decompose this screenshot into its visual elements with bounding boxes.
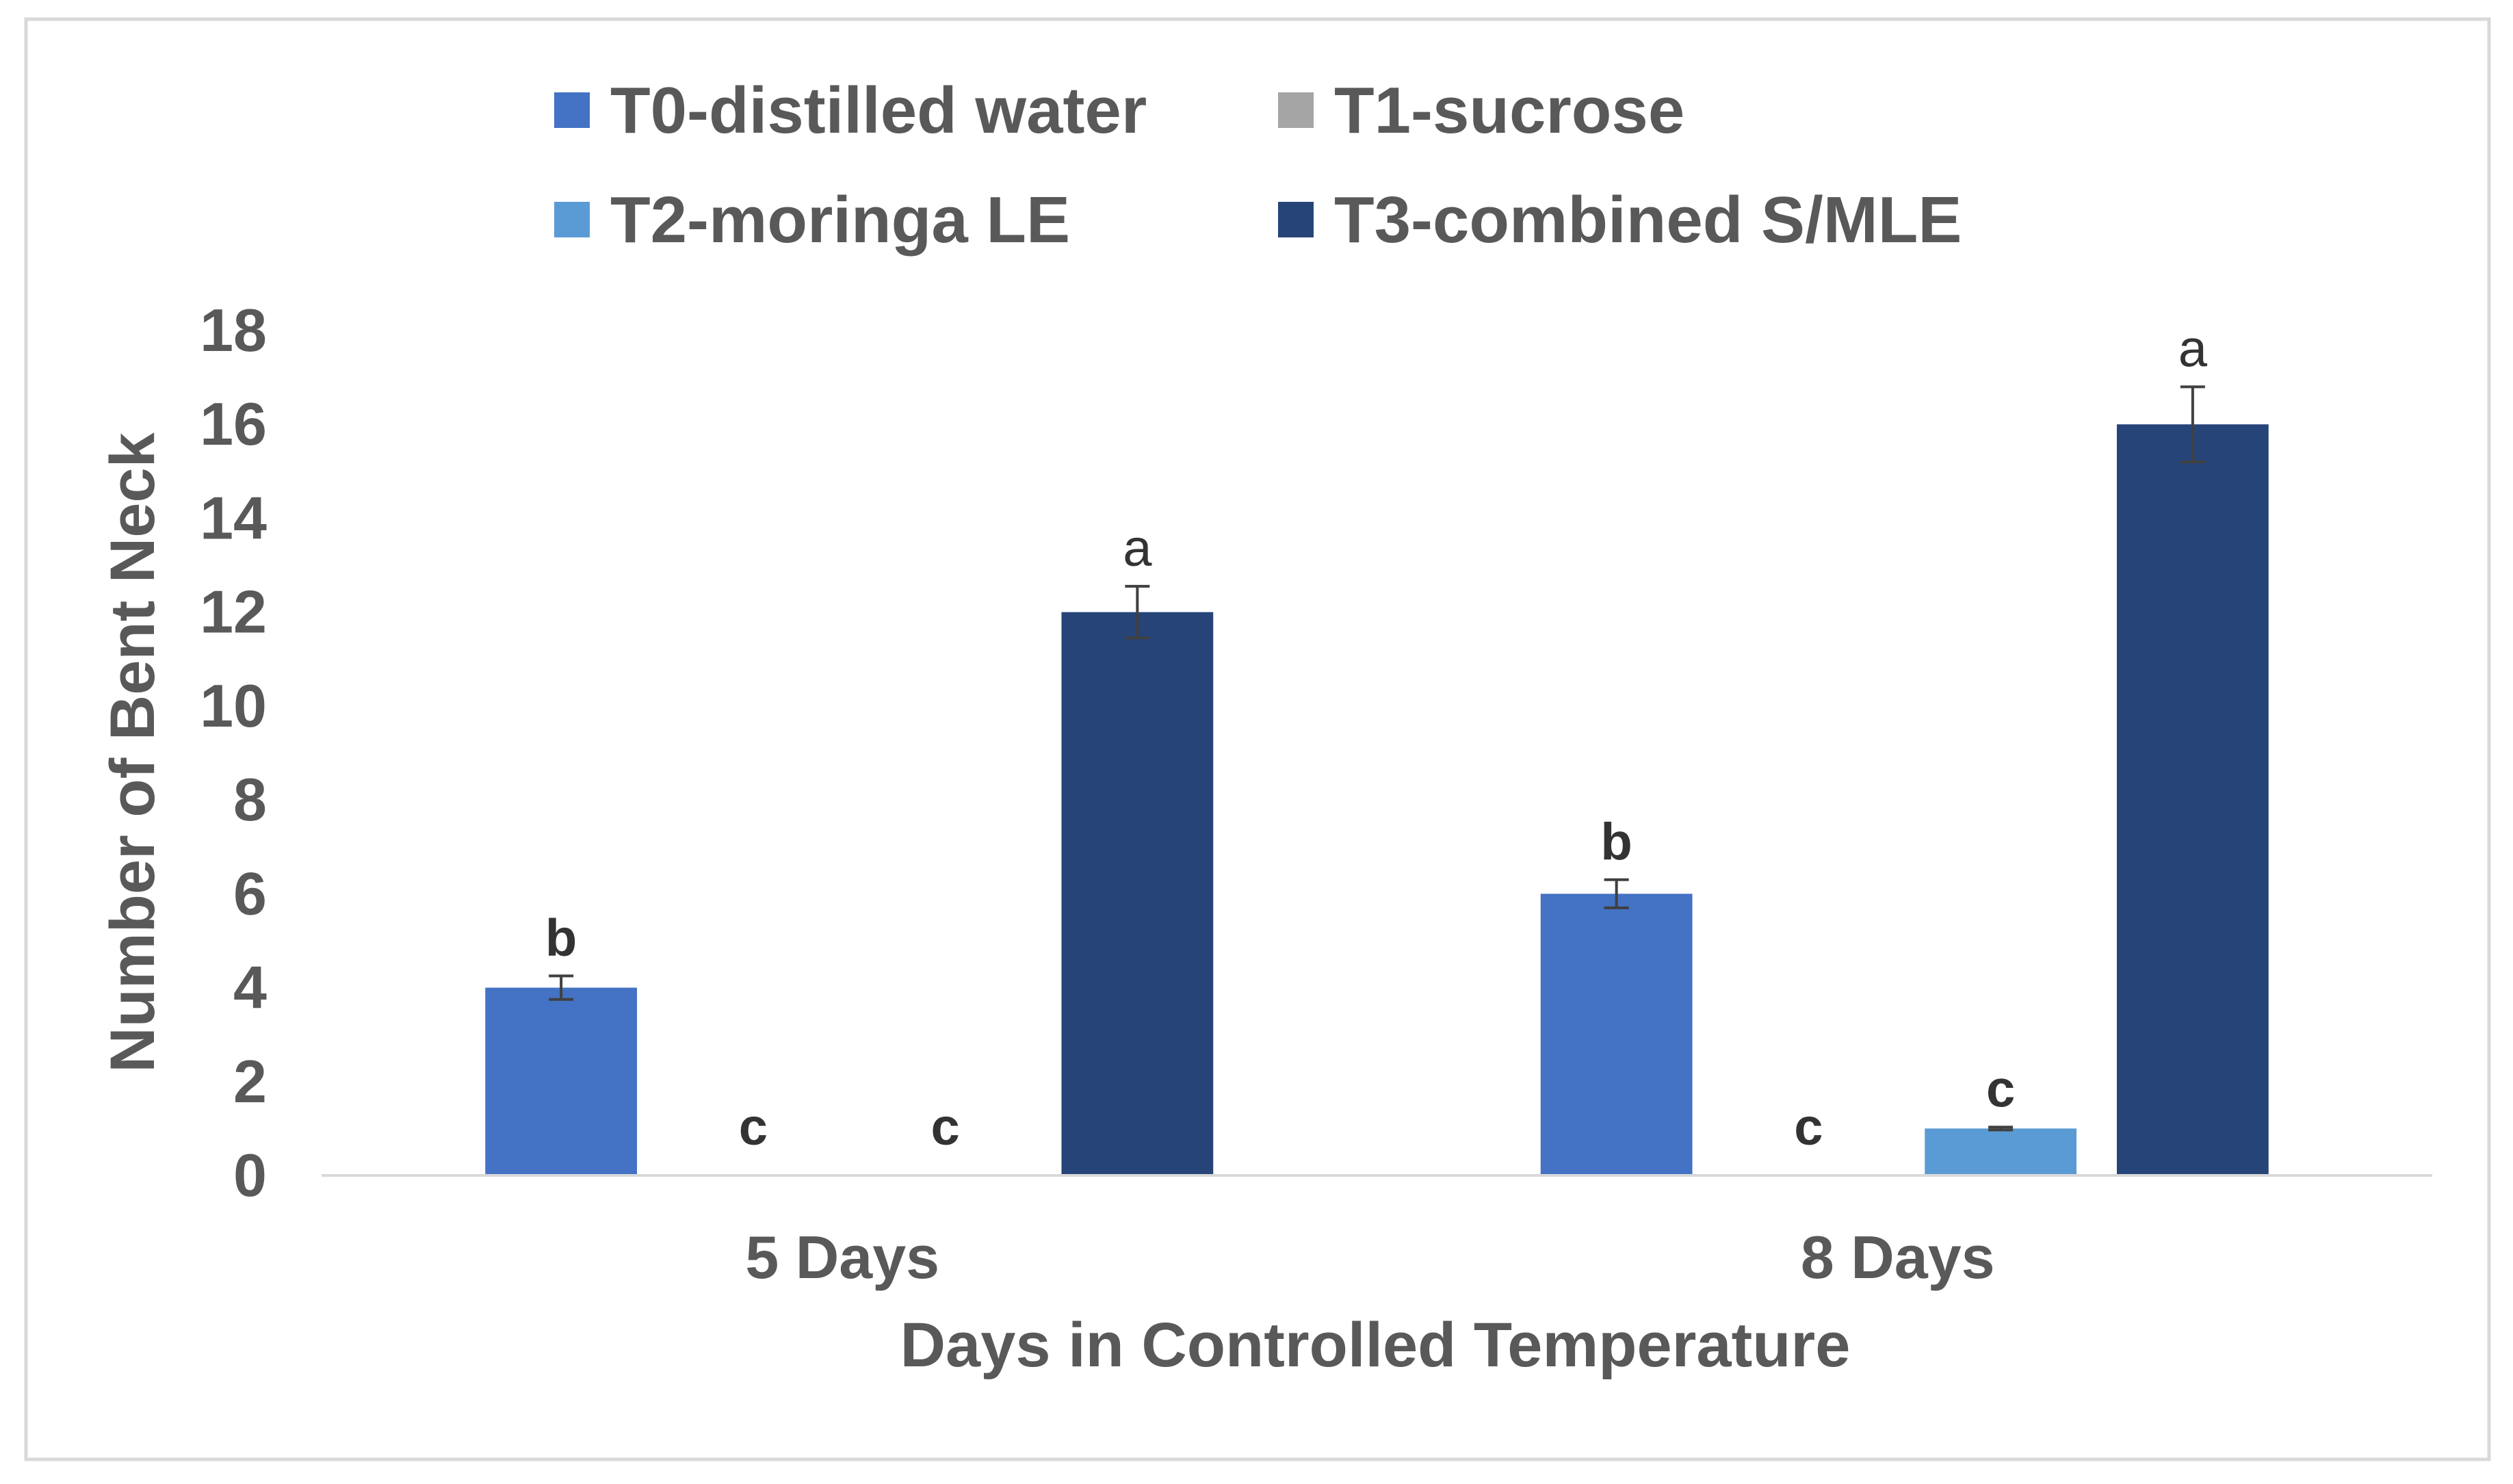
significance-label-0-0: b bbox=[545, 909, 577, 967]
legend-swatch-3 bbox=[1278, 202, 1314, 237]
significance-label-2-1: c bbox=[1986, 1060, 2015, 1118]
legend-label-3: T3-combined S/MLE bbox=[1334, 183, 1962, 257]
y-tick-label-14: 14 bbox=[200, 484, 267, 551]
bars: b c c a b c c a bbox=[485, 320, 2269, 1176]
legend: T0-distilled water T1-sucrose T2-moringa L… bbox=[554, 74, 1962, 257]
y-axis: 0 2 4 6 8 10 12 14 16 18 bbox=[200, 296, 267, 1209]
bar-3-1 bbox=[2116, 424, 2269, 1176]
significance-label-3-0: a bbox=[1123, 519, 1152, 577]
legend-label-0: T0-distilled water bbox=[610, 74, 1147, 147]
bar-0-0 bbox=[485, 987, 638, 1175]
significance-label-3-1: a bbox=[2178, 320, 2208, 378]
x-axis-title: Days in Controlled Temperature bbox=[900, 1310, 1851, 1380]
y-tick-label-8: 8 bbox=[233, 766, 267, 833]
bar-2-1 bbox=[1925, 1128, 2077, 1175]
bar-0-1 bbox=[1540, 894, 1693, 1175]
legend-swatch-0 bbox=[554, 92, 590, 128]
y-tick-label-12: 12 bbox=[200, 578, 267, 646]
legend-label-1: T1-sucrose bbox=[1334, 74, 1684, 147]
significance-label-1-0: c bbox=[739, 1098, 768, 1156]
legend-swatch-2 bbox=[554, 202, 590, 237]
chart-border bbox=[24, 17, 2491, 1461]
bar-3-0 bbox=[1061, 612, 1214, 1175]
x-category-label-0: 5 Days bbox=[745, 1223, 939, 1291]
y-tick-label-6: 6 bbox=[233, 859, 267, 927]
y-tick-label-10: 10 bbox=[200, 672, 267, 740]
x-category-label-1: 8 Days bbox=[1801, 1223, 1995, 1291]
y-tick-label-2: 2 bbox=[233, 1047, 267, 1115]
y-tick-label-4: 4 bbox=[233, 954, 267, 1021]
y-tick-label-0: 0 bbox=[233, 1141, 267, 1209]
x-axis: 5 Days 8 Days bbox=[322, 1174, 2432, 1291]
legend-swatch-1 bbox=[1278, 92, 1314, 128]
significance-label-2-0: c bbox=[930, 1098, 959, 1156]
legend-label-2: T2-moringa LE bbox=[610, 183, 1070, 257]
y-tick-label-16: 16 bbox=[200, 390, 267, 458]
y-axis-title: Number of Bent Neck bbox=[98, 432, 168, 1072]
significance-label-1-1: c bbox=[1794, 1098, 1823, 1156]
significance-label-0-1: b bbox=[1600, 813, 1632, 871]
y-tick-label-18: 18 bbox=[200, 296, 267, 364]
